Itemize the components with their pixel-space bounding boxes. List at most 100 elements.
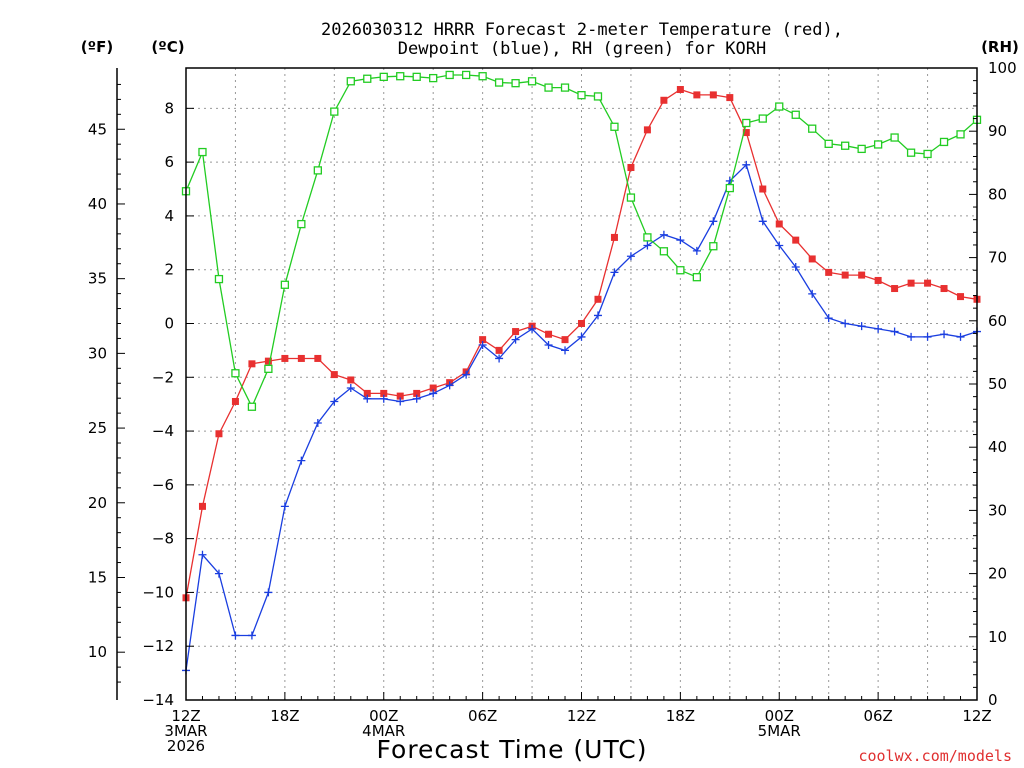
chart-title-line-1: 2026030312 HRRR Forecast 2-meter Tempera…: [321, 20, 843, 40]
rh-point: [873, 140, 883, 149]
rh-point: [906, 148, 916, 157]
temperature-point: [281, 354, 289, 362]
dewpoint-point: [692, 246, 701, 255]
rh-point: [527, 77, 537, 86]
dewpoint-point: [577, 332, 586, 341]
credit-label: coolwx.com/models: [858, 747, 1012, 765]
temperature-point: [363, 389, 371, 397]
rh-tick-label: 50: [988, 375, 1007, 393]
dewpoint-point: [610, 268, 619, 277]
dewpoint-point: [742, 160, 751, 169]
rh-tick-label: 100: [988, 59, 1017, 77]
rh-point: [692, 273, 702, 282]
dewpoint-point: [874, 324, 883, 333]
dewpoint-point: [297, 456, 306, 465]
celsius-tick-label: 6: [164, 153, 174, 171]
celsius-tick-label: −6: [152, 476, 174, 494]
x-axis-title: Forecast Time (UTC): [377, 735, 648, 764]
temperature-point: [742, 129, 750, 137]
temperature-point: [578, 319, 585, 327]
rh-unit-label: (RH): [981, 38, 1019, 56]
rh-point: [560, 83, 570, 92]
temperature-point: [248, 360, 256, 368]
rh-point: [643, 233, 652, 242]
rh-point: [577, 91, 586, 100]
dewpoint-point: [412, 394, 421, 403]
temperature-point: [231, 397, 239, 405]
rh-point: [363, 74, 372, 83]
celsius-tick-label: 4: [164, 207, 174, 225]
temperature-point: [676, 86, 684, 94]
dewpoint-point: [198, 550, 207, 559]
x-tick-label: 12Z: [962, 707, 991, 725]
temperature-point: [413, 389, 421, 397]
rh-point: [956, 130, 965, 139]
celsius-tick-label: 8: [164, 99, 174, 117]
rh-point: [808, 124, 817, 133]
dewpoint-point: [857, 322, 866, 331]
rh-tick-label: 70: [988, 249, 1007, 267]
x-tick-label: 18Z: [666, 707, 695, 725]
dewpoint-point: [775, 241, 784, 250]
rh-point: [626, 193, 636, 202]
rh-point: [478, 72, 487, 81]
rh-point: [429, 73, 438, 83]
fahrenheit-tick-label: 30: [88, 344, 107, 362]
temperature-point: [264, 357, 272, 365]
temperature-point: [198, 502, 206, 510]
temperature-point: [940, 285, 948, 293]
fahrenheit-tick-label: 15: [88, 568, 107, 586]
temperature-point: [660, 96, 668, 104]
dewpoint-point: [824, 314, 833, 323]
fahrenheit-tick-label: 20: [88, 494, 107, 512]
rh-point: [857, 144, 866, 154]
temperature-point: [594, 295, 602, 303]
rh-point: [593, 92, 603, 101]
x-tick-label: 4MAR: [362, 722, 405, 740]
temperature-point: [726, 94, 734, 102]
rh-point: [511, 79, 520, 88]
temperature-point: [808, 255, 816, 263]
celsius-unit-label: (ºC): [151, 38, 184, 56]
temperature-point: [314, 354, 322, 362]
temperature-point: [693, 91, 701, 99]
fahrenheit-unit-label: (ºF): [81, 38, 113, 56]
dewpoint-point: [561, 346, 570, 355]
dewpoint-point: [396, 397, 405, 406]
temperature-point: [610, 233, 618, 241]
temperature-point: [874, 276, 882, 284]
celsius-tick-label: −4: [152, 422, 174, 440]
dewpoint-point: [907, 332, 916, 341]
rh-point: [824, 139, 833, 148]
rh-point: [775, 102, 784, 111]
x-tick-label: 06Z: [468, 707, 497, 725]
plot-frame: [185, 67, 978, 701]
rh-tick-label: 30: [988, 501, 1007, 519]
dewpoint-point: [626, 252, 635, 261]
fahrenheit-tick-label: 40: [88, 195, 107, 213]
rh-point: [676, 266, 685, 275]
chart-title-line-2: Dewpoint (blue), RH (green) for KORH: [398, 39, 766, 59]
rh-point: [313, 166, 322, 175]
dewpoint-point: [709, 217, 718, 226]
celsius-tick-label: −2: [152, 368, 174, 386]
temperature-point: [429, 384, 437, 392]
celsius-tick-label: 2: [164, 261, 174, 279]
temperature-point: [347, 376, 355, 384]
dewpoint-point: [247, 631, 256, 640]
dewpoint-point: [231, 631, 240, 640]
rh-tick-label: 90: [988, 122, 1007, 140]
dewpoint-point: [643, 241, 652, 250]
rh-point: [412, 72, 421, 81]
temperature-point: [775, 220, 783, 228]
x-tick-label: 12Z: [567, 707, 596, 725]
temperature-point: [907, 279, 915, 287]
dewpoint-point: [659, 230, 668, 239]
rh-tick-label: 40: [988, 438, 1007, 456]
dewpoint-point: [313, 418, 322, 427]
rh-point: [280, 280, 290, 289]
celsius-tick-label: −14: [142, 691, 174, 709]
dewpoint-point: [841, 319, 850, 328]
temperature-point: [215, 430, 223, 438]
